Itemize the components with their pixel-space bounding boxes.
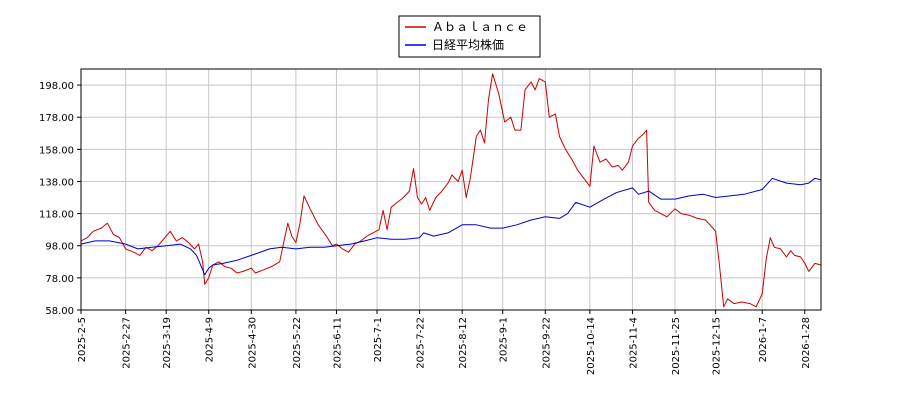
legend-label-abalance: Ａｂａｌａｎｃｅ [432,20,528,34]
x-tick-label: 2025-7-22 [416,317,427,369]
series-line-abalance [80,73,822,308]
x-tick-label: 2025-5-22 [292,317,303,369]
y-tick-label: 178.00 [39,113,74,124]
y-tick-label: 58.00 [45,306,74,317]
y-tick-label: 118.00 [39,210,74,221]
x-tick-label: 2025-10-14 [586,317,597,375]
x-tick-label: 2025-4-9 [205,317,216,362]
y-tick-label: 98.00 [45,242,74,253]
x-tick-label: 2025-9-22 [541,317,552,369]
legend: Ａｂａｌａｎｃｅ 日経平均株価 [398,15,541,58]
x-tick-label: 2025-3-19 [162,317,173,369]
x-tick-label: 2025-12-15 [712,317,723,375]
x-tick-label: 2025-8-12 [458,317,469,369]
x-tick-label: 2025-9-1 [499,317,510,362]
x-tick-label: 2025-2-27 [122,317,133,369]
y-tick-label: 78.00 [45,274,74,285]
x-tick-label: 2025-6-11 [332,317,343,369]
y-tick-label: 198.00 [39,81,74,92]
x-tick-label: 2025-11-25 [671,317,682,375]
x-tick-label: 2026-1-28 [801,317,812,369]
x-tick-label: 2025-2-5 [77,317,88,362]
grid [80,69,821,311]
legend-label-nikkei: 日経平均株価 [432,37,504,52]
series-lines [80,73,822,308]
y-tick-label: 158.00 [39,145,74,156]
plot-frame [80,68,822,311]
series-line-nikkei [80,177,822,276]
y-axis-ticks: 58.00 78.00 98.00 118.00 138.00 158.00 178.00 1… [39,81,81,317]
legend-box [398,15,541,58]
y-tick-label: 138.00 [39,177,74,188]
x-tick-label: 2026-1-7 [758,317,769,362]
x-tick-label: 2025-11-4 [628,317,639,369]
x-tick-label: 2025-7-1 [373,317,384,362]
x-tick-label: 2025-4-30 [247,317,258,369]
x-axis-ticks: 2025-2-5 2025-2-27 2025-3-19 2025-4-9 2025-4… [77,310,812,375]
